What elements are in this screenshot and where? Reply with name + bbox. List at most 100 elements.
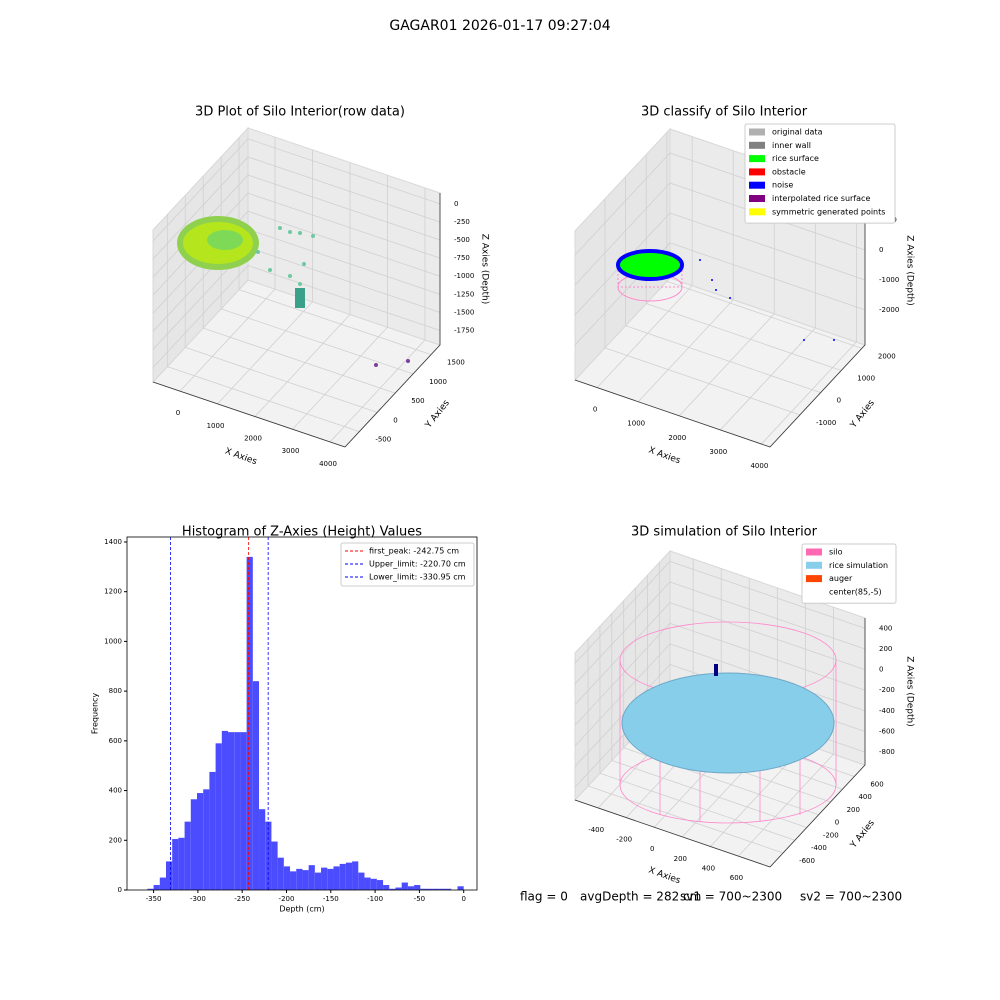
bar — [190, 799, 197, 890]
legend-label: inner wall — [772, 141, 811, 150]
axis-line — [574, 799, 771, 868]
footer-depth: avgDepth = 282 cm — [580, 890, 701, 904]
raw-point — [374, 363, 378, 367]
grid-line — [669, 602, 866, 670]
z-axis-label: Z Axies (Depth) — [905, 235, 915, 306]
bar — [271, 841, 278, 890]
y-tick-label: 200 — [847, 806, 860, 814]
bar — [438, 888, 446, 890]
rice-decor — [621, 672, 835, 774]
grid-line — [247, 228, 441, 295]
y-tick-label: 600 — [870, 780, 883, 788]
y-axis-label: Y Axies — [848, 818, 877, 851]
bar — [252, 681, 260, 890]
bar — [153, 885, 160, 890]
footer-flag: flag = 0 — [520, 890, 568, 904]
legend-label: symmetric generated points — [772, 207, 885, 216]
legend-swatch — [749, 128, 765, 136]
y-tick-label: 600 — [109, 737, 122, 745]
z-tick-label: -1000 — [454, 272, 474, 280]
y-tick-label: 1400 — [104, 538, 122, 546]
bar — [339, 863, 346, 890]
legend-box — [801, 543, 897, 604]
grid-line — [247, 138, 441, 205]
bar — [165, 861, 173, 890]
bar — [420, 888, 427, 890]
z-tick-label: -800 — [879, 748, 895, 756]
grid-line — [587, 785, 784, 854]
legend-swatch — [806, 548, 822, 556]
x-tick-label: 400 — [702, 865, 715, 873]
legend-swatch — [749, 195, 765, 202]
x-axis-label: X Axies — [223, 447, 258, 468]
grid-line — [152, 138, 249, 242]
x-tick-label: 3000 — [282, 447, 300, 455]
grid-line — [574, 182, 671, 286]
bar — [445, 888, 452, 890]
x-tick-label: 0 — [593, 406, 597, 414]
x-axis-label: X Axies — [647, 446, 682, 467]
footer-sv1: sv1 = 700~2300 — [680, 890, 782, 904]
x-tick-label: 4000 — [319, 460, 337, 468]
z-tick-label: 0 — [879, 666, 883, 674]
bar — [228, 732, 235, 890]
legend-label: obstacle — [772, 167, 806, 176]
z-tick-label: 0 — [454, 200, 458, 208]
legend-label: original data — [772, 128, 823, 137]
x-axis-label: Depth (cm) — [279, 905, 324, 914]
grid-line — [247, 174, 441, 241]
bar — [296, 868, 303, 890]
grid-line — [152, 265, 249, 368]
x-tick-label: -200 — [279, 895, 295, 903]
bar — [283, 866, 291, 890]
bar — [234, 732, 241, 890]
z-tick-label: -250 — [454, 218, 470, 226]
legend-label: rice surface — [772, 154, 819, 163]
y-tick-label: 800 — [109, 687, 122, 695]
y-tick-label: 1500 — [447, 359, 465, 367]
x-tick-label: 4000 — [750, 462, 768, 470]
y-tick-label: 200 — [109, 836, 122, 844]
legend-label: first_peak: -242.75 cm — [369, 547, 459, 556]
z-tick-label: -750 — [454, 254, 470, 262]
grid-line — [669, 622, 866, 691]
subplot-title: 3D simulation of Silo Interior — [631, 525, 818, 540]
bar — [203, 789, 210, 890]
grid-line — [247, 210, 441, 277]
legend-swatch — [806, 575, 822, 583]
bar — [426, 888, 433, 890]
y-tick-label: -400 — [811, 844, 827, 852]
raw-cloud-core — [207, 230, 243, 250]
grid-line — [669, 560, 866, 629]
grid-line — [247, 192, 441, 259]
raw-point — [406, 359, 410, 363]
x-tick-label: -50 — [414, 895, 425, 903]
legend-label: Upper_limit: -220.70 cm — [369, 560, 466, 569]
y-tick-label: -500 — [375, 436, 391, 444]
grid-line — [574, 152, 671, 256]
y-axis-label: Y Axies — [423, 398, 452, 431]
bar — [197, 793, 204, 890]
grid-line — [574, 602, 671, 705]
y-tick-label: 0 — [837, 397, 841, 405]
y-tick-label: 1000 — [104, 637, 122, 645]
subplot-title: 3D Plot of Silo Interior(row data) — [195, 105, 405, 120]
x-tick-label: 2000 — [668, 434, 686, 442]
z-axis-label: Z Axies (Depth) — [905, 656, 915, 727]
grid-line — [185, 346, 378, 413]
axis-line — [769, 344, 866, 448]
x-tick-label: 1000 — [627, 420, 645, 428]
x-tick-label: 0 — [461, 895, 465, 903]
y-tick-label: -200 — [823, 831, 839, 839]
legend-swatch — [749, 155, 765, 163]
y-tick-label: 400 — [109, 787, 122, 795]
grid-line — [152, 156, 249, 260]
bar — [407, 886, 415, 890]
legend-label: silo — [829, 548, 843, 557]
grid-line — [604, 347, 801, 416]
axis-line — [152, 381, 346, 448]
z-tick-label: -1750 — [454, 327, 474, 335]
legend-label: auger — [829, 574, 853, 583]
grid-line — [167, 366, 360, 432]
bar — [333, 866, 340, 890]
